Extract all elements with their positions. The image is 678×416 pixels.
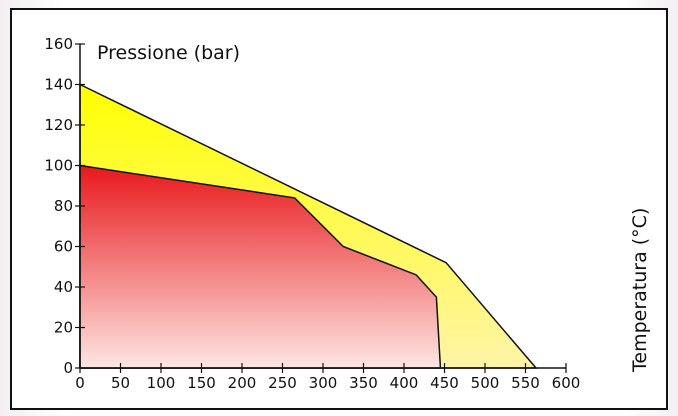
x-tick-label: 400 — [390, 374, 419, 392]
x-tick-label: 600 — [552, 374, 581, 392]
y-tick-label: 20 — [54, 319, 73, 337]
y-axis-title: Pressione (bar) — [97, 42, 240, 64]
x-tick-label: 350 — [349, 374, 378, 392]
x-tick-label: 200 — [228, 374, 257, 392]
x-tick-label: 500 — [471, 374, 500, 392]
y-tick-label: 160 — [44, 35, 73, 53]
x-tick-label: 100 — [147, 374, 176, 392]
x-tick-label: 50 — [111, 374, 130, 392]
red-area — [79, 164, 442, 369]
y-tick-label: 40 — [54, 278, 73, 296]
x-tick-label: 450 — [430, 374, 459, 392]
y-tick-label: 100 — [44, 157, 73, 175]
x-tick-label: 0 — [75, 374, 85, 392]
y-tick-label: 80 — [54, 197, 73, 215]
y-tick-label: 60 — [54, 238, 73, 256]
x-tick-label: 300 — [309, 374, 338, 392]
y-tick-label: 0 — [63, 359, 73, 377]
x-tick-label: 250 — [268, 374, 297, 392]
y-tick-label: 120 — [44, 116, 73, 134]
x-tick-label: 550 — [511, 374, 540, 392]
x-axis-title: Temperatura (°C) — [629, 208, 651, 373]
x-tick-label: 150 — [187, 374, 216, 392]
y-tick-label: 140 — [44, 76, 73, 94]
